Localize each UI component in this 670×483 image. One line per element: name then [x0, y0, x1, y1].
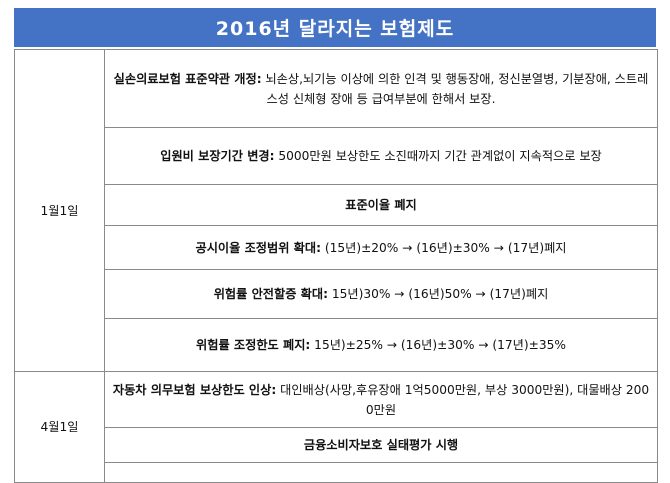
change-item: 입원비 보장기간 변경: 5000만원 보상한도 소진때까지 기간 관계없이 지…	[104, 127, 658, 185]
item-detail: 15년)30% → (16년)50% → (17년)폐지	[327, 287, 549, 301]
insurance-changes-sheet: 2016년 달라지는 보험제도 1월1일 실손의료보험 표준약관 개정: 뇌손상…	[14, 8, 658, 483]
item-detail: 5000만원 보상한도 소진때까지 기간 관계없이 지속적으로 보장	[274, 149, 602, 163]
change-item: 표준이율 폐지	[104, 184, 658, 226]
changes-table: 1월1일 실손의료보험 표준약관 개정: 뇌손상,뇌기능 이상에 의한 인격 및…	[14, 49, 658, 483]
item-detail: (15년)±20% → (16년)±30% → (17년)폐지	[320, 240, 567, 255]
item-heading: 입원비 보장기간 변경:	[160, 149, 275, 163]
item-heading: 실손의료보험 표준약관 개정:	[113, 71, 262, 86]
date-cell: 1월1일	[14, 49, 105, 372]
table-row: 입원비 보장기간 변경: 5000만원 보상한도 소진때까지 기간 관계없이 지…	[15, 127, 658, 185]
table-row: 위험률 안전할증 확대: 15년)30% → (16년)50% → (17년)폐…	[15, 269, 658, 319]
item-heading: 자동차 의무보험 보상한도 인상:	[112, 382, 277, 397]
change-item: 금융소비자보호 실태평가 시행	[104, 427, 658, 463]
change-item: 실손의료보험 표준약관 개정: 뇌손상,뇌기능 이상에 의한 인격 및 행동장애…	[104, 49, 658, 128]
table-row	[15, 462, 658, 483]
change-item: 공시이율 조정범위 확대: (15년)±20% → (16년)±30% → (1…	[104, 225, 658, 270]
item-heading: 공시이율 조정범위 확대:	[195, 240, 321, 255]
change-item: 위험률 안전할증 확대: 15년)30% → (16년)50% → (17년)폐…	[104, 269, 658, 319]
date-cell: 4월1일	[14, 371, 105, 483]
table-row: 4월1일 자동차 의무보험 보상한도 인상: 대인배상(사망,후유장애 1억50…	[14, 371, 658, 483]
change-item: 위험률 조정한도 폐지: 15년)±25% → (16년)±30% → (17년…	[104, 318, 658, 372]
item-heading: 위험률 안전할증 확대:	[213, 287, 328, 301]
item-heading: 표준이율 폐지	[345, 198, 417, 212]
item-heading: 금융소비자보호 실태평가 시행	[303, 438, 459, 452]
table-row: 금융소비자보호 실태평가 시행	[15, 427, 658, 463]
table-row: 1월1일 실손의료보험 표준약관 개정: 뇌손상,뇌기능 이상에 의한 인격 및…	[14, 49, 658, 372]
table-row: 공시이율 조정범위 확대: (15년)±20% → (16년)±30% → (1…	[15, 225, 658, 270]
table-row: 표준이율 폐지	[15, 184, 658, 226]
item-heading: 위험률 조정한도 폐지:	[196, 338, 311, 352]
item-detail: 뇌손상,뇌기능 이상에 의한 인격 및 행동장애, 정신분열병, 기분장애, 스…	[261, 71, 649, 106]
empty-cell	[104, 462, 658, 483]
item-detail: 대인배상(사망,후유장애 1억5000만원, 부상 3000만원), 대물배상 …	[276, 382, 650, 417]
item-detail: 15년)±25% → (16년)±30% → (17년)±35%	[310, 338, 566, 352]
table-row: 위험률 조정한도 폐지: 15년)±25% → (16년)±30% → (17년…	[15, 318, 658, 372]
page-title: 2016년 달라지는 보험제도	[14, 8, 656, 47]
change-item: 자동차 의무보험 보상한도 인상: 대인배상(사망,후유장애 1억5000만원,…	[104, 371, 658, 428]
